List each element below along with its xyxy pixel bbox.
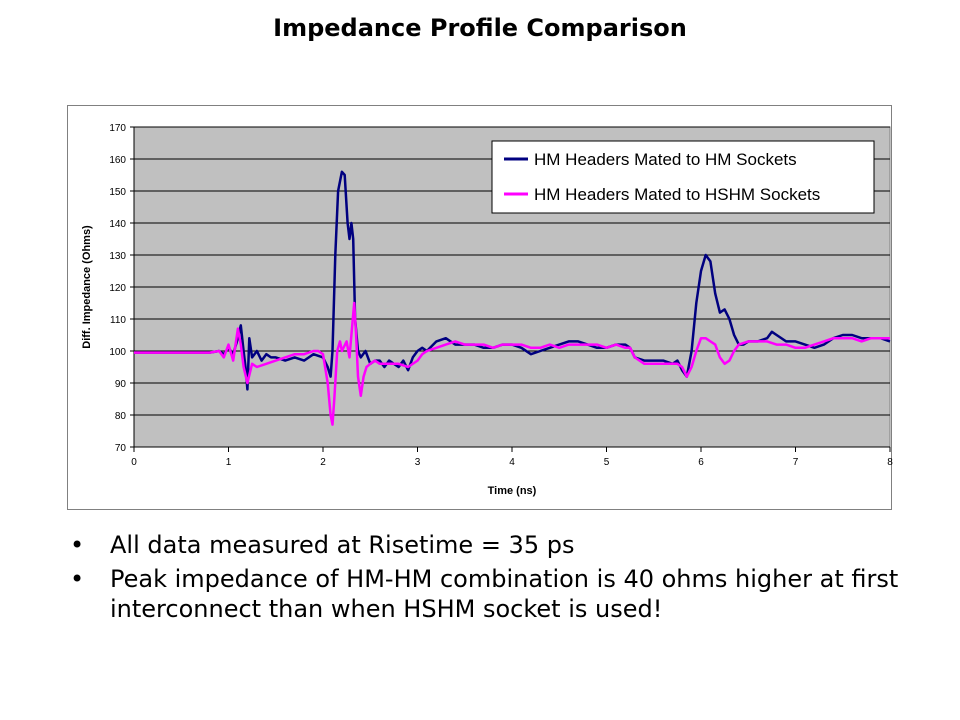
- y-tick-label: 110: [110, 315, 126, 326]
- y-tick-label: 90: [115, 379, 127, 390]
- x-tick-label: 6: [698, 457, 704, 468]
- y-tick-label: 140: [109, 219, 126, 230]
- y-tick-label: 150: [109, 187, 126, 198]
- y-axis-label: Diff. Impedance (Ohms): [81, 225, 93, 349]
- legend: HM Headers Mated to HM Sockets HM Header…: [491, 140, 875, 214]
- bullet-item: • Peak impedance of HM-HM combination is…: [70, 564, 930, 624]
- bullet-text: Peak impedance of HM-HM combination is 4…: [110, 565, 899, 623]
- x-tick-label: 1: [226, 457, 232, 468]
- bullet-text: All data measured at Risetime = 35 ps: [110, 531, 575, 559]
- y-tick-label: 80: [115, 411, 127, 422]
- x-tick-label: 4: [509, 457, 515, 468]
- series-line-hshm-sockets: [134, 301, 890, 426]
- legend-box: [491, 140, 875, 214]
- legend-label-hm: HM Headers Mated to HM Sockets: [534, 150, 797, 169]
- bullet-marker: •: [70, 565, 85, 593]
- y-tick-label: 120: [109, 283, 126, 294]
- bullet-item: • All data measured at Risetime = 35 ps: [70, 530, 930, 560]
- chart-frame: 70 80 90 100 110 120 130 140 150 160 170 0 1 2 3 4 5 6 7 8…: [67, 105, 893, 510]
- y-tick-label: 170: [109, 123, 126, 134]
- slide-title: Impedance Profile Comparison: [273, 14, 687, 42]
- impedance-chart: 70 80 90 100 110 120 130 140 150 160 170 0 1 2 3 4 5 6 7 8…: [81, 123, 893, 497]
- x-axis-label: Time (ns): [488, 485, 537, 497]
- y-tick-label: 100: [109, 347, 126, 358]
- legend-label-hshm: HM Headers Mated to HSHM Sockets: [534, 185, 820, 204]
- x-tick-label: 2: [320, 457, 326, 468]
- x-tick-label: 0: [131, 457, 137, 468]
- bullet-marker: •: [70, 531, 85, 559]
- y-tick-label: 160: [109, 155, 126, 166]
- x-tick-label: 5: [604, 457, 610, 468]
- x-tick-label: 7: [793, 457, 799, 468]
- bullet-list: • All data measured at Risetime = 35 ps …: [70, 530, 930, 628]
- x-tick-label: 8: [887, 457, 893, 468]
- y-tick-label: 130: [109, 251, 126, 262]
- x-tick-label: 3: [415, 457, 421, 468]
- y-tick-label: 70: [115, 443, 127, 454]
